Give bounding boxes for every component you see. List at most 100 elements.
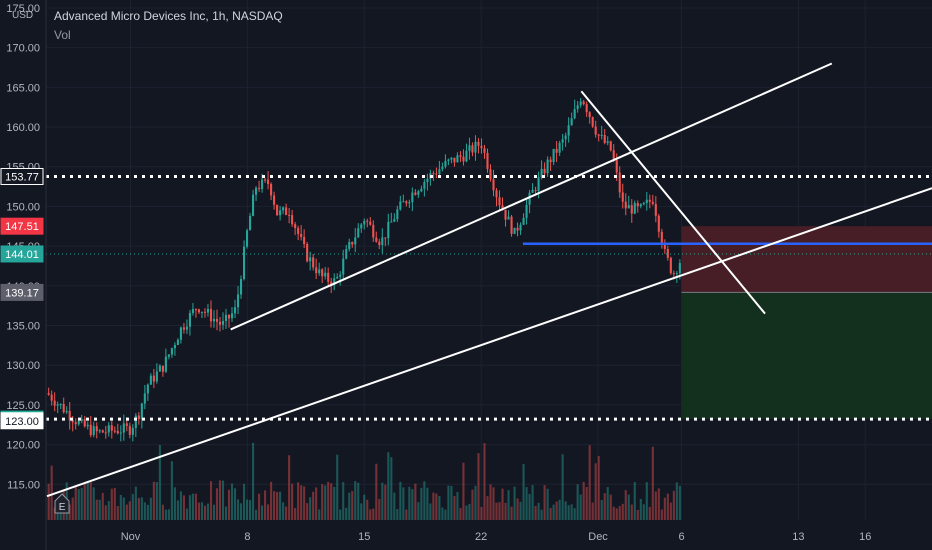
volume-bar bbox=[369, 509, 372, 520]
candle-body bbox=[405, 201, 408, 204]
volume-bar bbox=[125, 504, 128, 520]
candle-body bbox=[119, 432, 122, 434]
candle-body bbox=[612, 150, 615, 161]
volume-bar bbox=[101, 492, 104, 520]
volume-bar bbox=[56, 507, 59, 520]
volume-bar bbox=[651, 446, 654, 520]
candle-body bbox=[131, 427, 134, 435]
volume-bar bbox=[161, 504, 164, 520]
volume-bar bbox=[92, 487, 95, 520]
candle-body bbox=[68, 410, 71, 421]
volume-bar bbox=[167, 509, 170, 520]
currency-label: USD bbox=[12, 10, 34, 21]
volume-bar bbox=[215, 488, 219, 520]
candle-body bbox=[288, 214, 291, 216]
candle-body bbox=[666, 248, 669, 258]
take-profit-zone bbox=[681, 292, 932, 420]
volume-bar bbox=[426, 487, 429, 520]
candle-body bbox=[143, 393, 146, 404]
volume-bar bbox=[465, 505, 468, 520]
volume-bar bbox=[387, 452, 390, 520]
volume-bar bbox=[158, 445, 161, 520]
volume-bar bbox=[342, 482, 345, 520]
volume-bar bbox=[245, 499, 249, 520]
candle-body bbox=[95, 426, 98, 432]
candle-body bbox=[65, 410, 68, 413]
volume-bar bbox=[230, 483, 234, 520]
volume-bar bbox=[255, 509, 258, 520]
volume-bar bbox=[591, 502, 594, 520]
volume-bar bbox=[420, 487, 423, 520]
candle-body bbox=[83, 419, 86, 427]
candle-body bbox=[576, 105, 579, 110]
volume-bar bbox=[309, 497, 312, 520]
volume-bars bbox=[47, 442, 681, 520]
candle-body bbox=[624, 201, 627, 209]
candle-body bbox=[170, 348, 173, 355]
candle-body bbox=[158, 365, 161, 372]
candle-body bbox=[176, 339, 179, 346]
volume-bar bbox=[381, 482, 384, 520]
volume-bar bbox=[582, 481, 585, 520]
price-tick-label: 150.00 bbox=[6, 201, 40, 213]
volume-bar bbox=[119, 494, 122, 520]
volume-bar bbox=[200, 502, 204, 520]
volume-bar bbox=[357, 482, 360, 520]
candle-body bbox=[312, 257, 315, 268]
volume-bar bbox=[285, 506, 288, 520]
candle-body bbox=[86, 424, 89, 427]
candle-body bbox=[468, 145, 471, 151]
volume-bar bbox=[294, 507, 297, 520]
time-tick-label: 16 bbox=[859, 531, 871, 543]
candle-body bbox=[408, 202, 411, 204]
volume-bar bbox=[423, 481, 426, 520]
candle-body bbox=[191, 309, 194, 314]
volume-bar bbox=[549, 507, 552, 520]
volume-bar bbox=[89, 482, 92, 520]
volume-bar bbox=[663, 497, 666, 520]
candle-body bbox=[561, 139, 564, 143]
trendline bbox=[580, 90, 766, 315]
candle-body bbox=[453, 157, 456, 163]
volume-bar bbox=[110, 488, 113, 520]
price-label-box bbox=[0, 283, 44, 301]
volume-bar bbox=[396, 509, 399, 520]
price-label-box bbox=[0, 412, 44, 430]
candle-body bbox=[675, 273, 678, 275]
candle-body bbox=[230, 313, 234, 319]
candle-body bbox=[510, 216, 513, 234]
candle-body bbox=[303, 236, 306, 245]
candle-body bbox=[354, 237, 357, 245]
time-tick-label: 8 bbox=[244, 531, 250, 543]
candle-body bbox=[107, 425, 110, 433]
candle-body bbox=[462, 156, 465, 162]
price-tick-label: 125.00 bbox=[6, 400, 40, 412]
candle-body bbox=[654, 203, 657, 216]
volume-bar bbox=[576, 484, 579, 520]
volume-bar bbox=[273, 491, 276, 520]
volume-bar bbox=[218, 480, 222, 520]
candle-body bbox=[161, 365, 164, 372]
volume-bar bbox=[233, 488, 237, 520]
price-label-text: 153.77 bbox=[5, 171, 39, 183]
candle-body bbox=[672, 273, 675, 275]
candle-body bbox=[501, 205, 504, 210]
candle-body bbox=[267, 179, 270, 184]
volume-bar bbox=[143, 502, 146, 520]
volume-bar bbox=[453, 496, 456, 520]
candle-body bbox=[98, 430, 101, 432]
candle-body bbox=[327, 272, 330, 282]
price-label-text: 123.00 bbox=[5, 416, 39, 428]
volume-bar bbox=[197, 502, 201, 520]
volume-bar bbox=[221, 480, 225, 520]
volume-bar bbox=[279, 491, 282, 520]
volume-bar bbox=[534, 505, 537, 520]
volume-bar bbox=[645, 482, 648, 520]
candle-body bbox=[318, 269, 321, 274]
earnings-marker: E bbox=[54, 493, 70, 514]
candle-body bbox=[125, 423, 128, 426]
candle-body bbox=[591, 117, 594, 127]
volume-bar bbox=[588, 445, 591, 520]
